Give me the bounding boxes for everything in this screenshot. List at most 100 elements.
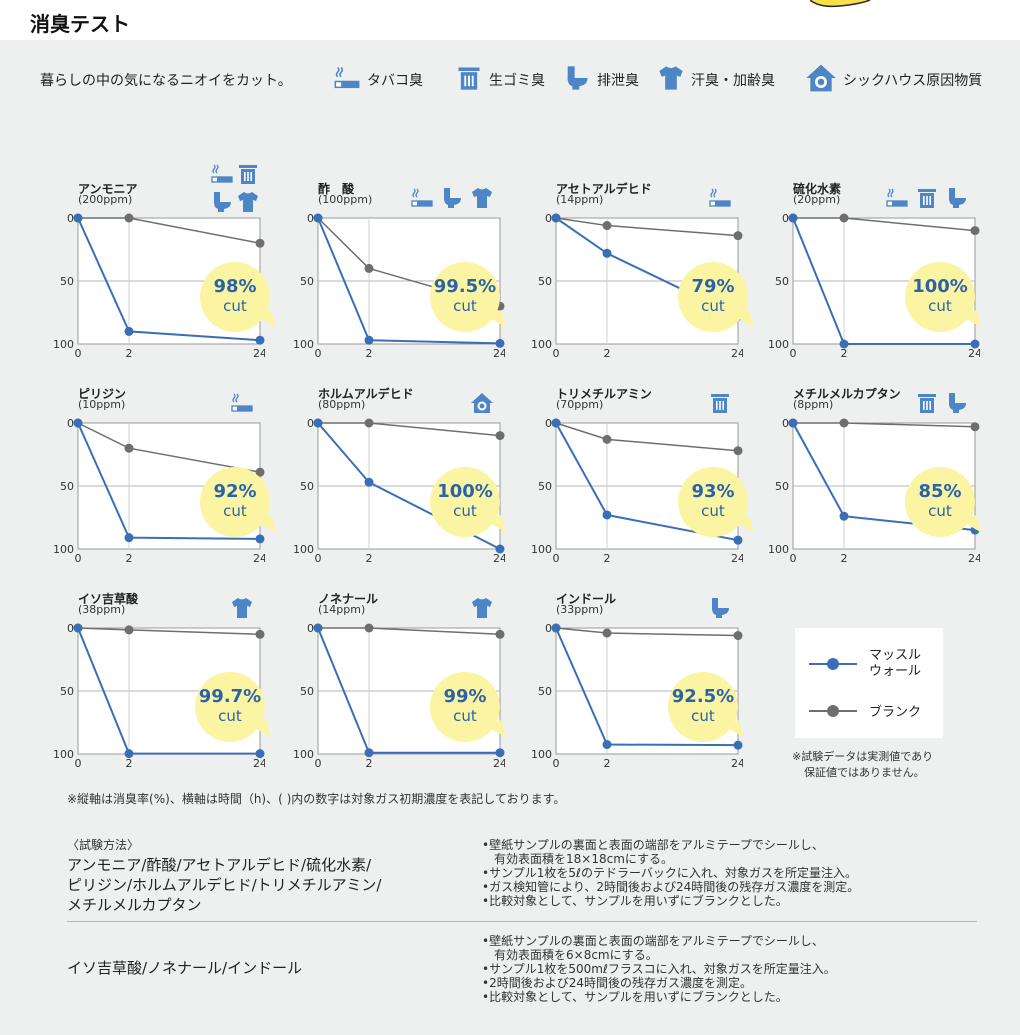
data-point-blank [733,446,743,456]
x-tick-label: 2 [604,552,611,565]
x-tick-label: 24 [493,757,505,770]
y-tick-label: 0 [545,212,552,225]
muscle-line-marker [809,658,857,670]
x-tick-label: 24 [731,552,743,565]
data-point-muscle [255,335,265,345]
method-step: •サンプル1枚を500mℓフラスコに入れ、対象ガスを所定量注入。 [482,962,836,976]
chart-odor-icons [410,369,500,417]
x-tick-label: 24 [968,552,980,565]
toilet-icon [712,598,729,618]
data-point-muscle [73,418,83,428]
data-point-muscle [495,338,505,348]
data-point-blank [602,221,612,231]
x-tick-label: 0 [315,757,322,770]
data-point-muscle [313,213,323,223]
data-point-blank [255,238,265,248]
chart-card: アセトアルデヒド (14ppm) 0 50 100 0 2 24 79% cut [528,180,755,370]
data-point-blank [124,625,134,635]
data-point-blank [364,263,374,273]
odor-legend-item: タバコ臭 [333,62,423,98]
x-tick-label: 2 [366,552,373,565]
reduction-bubble: 92% cut [200,467,277,538]
y-tick-label: 100 [53,543,74,556]
method-heading: 〈試験方法〉 [67,838,140,852]
chart-card: アンモニア (200ppm) 0 50 100 0 2 24 98% cut [50,164,277,370]
odor-legend-item: シックハウス原因物質 [805,62,982,98]
data-point-blank [839,418,849,428]
chart-title: 硫化水素 [793,182,842,196]
data-point-blank [495,431,505,441]
data-point-blank [364,418,374,428]
reduction-cut-label: cut [701,297,725,315]
data-point-muscle [602,248,612,258]
data-point-muscle [788,213,798,223]
reduction-percent: 99.5% [433,276,497,297]
chart-title: トリメチルアミン [556,387,652,401]
data-point-muscle [839,511,849,521]
shirt-icon [659,66,683,90]
reduction-percent: 99.7% [198,686,262,707]
method-group-1-steps: •壁紙サンプルの裏面と表面の端部をアルミテープでシールし、 有効表面積を18×1… [482,838,859,908]
chart-title: メチルメルカプタン [793,387,901,401]
data-point-muscle [73,213,83,223]
chart-odor-icons [170,164,260,212]
data-point-muscle [364,335,374,345]
data-point-muscle [733,740,743,750]
y-tick-label: 50 [60,480,74,493]
chart-concentration: (33ppm) [556,603,604,616]
x-tick-label: 2 [841,552,848,565]
x-tick-label: 2 [841,347,848,360]
toilet-icon [949,188,966,208]
y-tick-label: 50 [538,480,552,493]
data-point-blank [124,443,134,453]
chart-card: トリメチルアミン (70ppm) 0 50 100 0 2 24 93% cut [528,385,755,575]
cigarette-icon [211,164,233,183]
chart-concentration: (20ppm) [793,193,841,206]
chart-title: インドール [556,592,617,606]
chart-title: アンモニア [78,182,138,196]
y-tick-label: 0 [782,417,789,430]
method-step: •比較対象として、サンプルを用いずにブランクとした。 [482,990,788,1004]
data-point-muscle [551,623,561,633]
y-tick-label: 50 [538,685,552,698]
chart-card: ピリジン (10ppm) 0 50 100 0 2 24 92% cut [50,385,277,575]
data-point-muscle [839,339,849,349]
reduction-cut-label: cut [928,502,952,520]
data-point-muscle [124,326,134,336]
y-tick-label: 0 [67,417,74,430]
data-point-muscle [124,533,134,543]
data-point-muscle [495,748,505,758]
x-tick-label: 24 [253,757,265,770]
legend-item-muscle: マッスル ウォール [805,648,921,680]
trash-can-icon [711,394,729,413]
data-point-blank [255,467,265,477]
odor-legend-label: 汗臭・加齢臭 [691,73,775,89]
reduction-cut-label: cut [218,707,242,725]
toilet-icon [444,188,461,208]
reduction-percent: 100% [437,481,493,502]
cigarette-icon [333,64,361,96]
reduction-bubble: 85% cut [905,467,982,538]
cigarette-icon [709,188,731,207]
data-point-blank [124,213,134,223]
reduction-bubble: 98% cut [200,262,277,333]
odor-legend-label: タバコ臭 [367,73,423,89]
method-step: •2時間後および24時間後の残存ガス濃度を測定。 [482,976,752,990]
chart-title: イソ吉草酸 [78,592,139,606]
chart-concentration: (100ppm) [318,193,373,206]
trash-can-icon [918,394,936,413]
x-tick-label: 2 [604,347,611,360]
data-point-blank [839,213,849,223]
y-tick-label: 50 [60,275,74,288]
y-tick-label: 0 [307,622,314,635]
y-tick-label: 50 [775,480,789,493]
data-point-muscle [733,535,743,545]
reduction-percent: 92% [213,481,257,502]
chart-card: 硫化水素 (20ppm) 0 50 100 0 2 24 100% cut [765,180,982,370]
blank-line-marker [809,704,857,717]
reduction-percent: 100% [912,276,968,297]
data-point-muscle [602,740,612,750]
chart-title: ホルムアルデヒド [318,387,414,401]
y-tick-label: 100 [531,338,552,351]
legend-label-muscle-2: ウォール [869,664,922,679]
